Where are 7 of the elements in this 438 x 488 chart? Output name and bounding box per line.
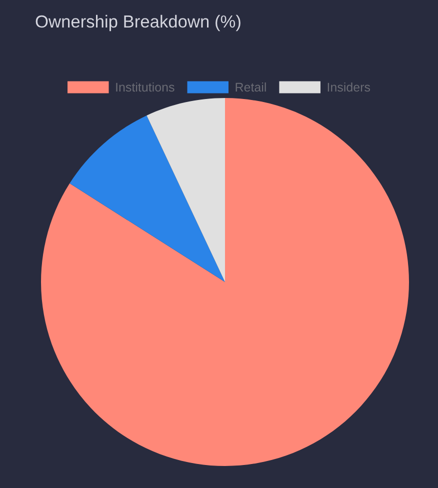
chart-title: Ownership Breakdown (%)	[36, 14, 240, 32]
legend-label: Retail	[236, 82, 266, 92]
pie-slice	[70, 116, 225, 282]
legend-label: Institutions	[116, 82, 174, 92]
legend-label: Insiders	[328, 82, 370, 92]
pie-slice	[41, 98, 409, 466]
pie-slice	[146, 98, 225, 282]
